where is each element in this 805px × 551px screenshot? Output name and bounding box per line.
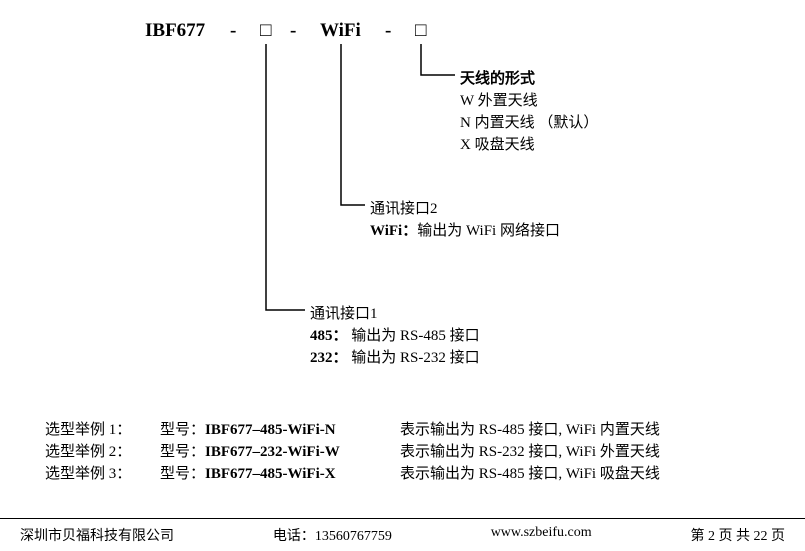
example-1-desc: 表示输出为 RS-485 接口, WiFi 内置天线 xyxy=(400,418,660,439)
example-2-desc: 表示输出为 RS-232 接口, WiFi 外置天线 xyxy=(400,440,660,461)
comm1-l2-desc: 输出为 RS-232 接口 xyxy=(348,350,480,366)
antenna-n: N 内置天线 （默认） xyxy=(460,111,598,132)
comm1-line2: 232： 输出为 RS-232 接口 xyxy=(310,346,480,367)
comm1-l1-desc: 输出为 RS-485 接口 xyxy=(348,328,480,344)
comm1-line1: 485： 输出为 RS-485 接口 xyxy=(310,324,480,345)
example-2-label: 选型举例 2： xyxy=(45,440,131,461)
comm2-heading: 通讯接口2 xyxy=(370,197,438,218)
comm2-label: WiFi： xyxy=(370,223,417,239)
example-2-model-val: IBF677–232-WiFi-W xyxy=(205,444,340,460)
comm1-heading: 通讯接口1 xyxy=(310,302,378,323)
example-1-model-val: IBF677–485-WiFi-N xyxy=(205,422,336,438)
example-3-label: 选型举例 3： xyxy=(45,462,131,483)
footer-phone-number: 13560767759 xyxy=(315,529,392,544)
footer-page: 第 2 页 共 22 页 xyxy=(690,525,785,545)
footer-company: 深圳市贝福科技有限公司 xyxy=(20,525,174,545)
comm1-l1-label: 485： xyxy=(310,328,348,344)
comm1-l2-label: 232： xyxy=(310,350,348,366)
antenna-w: W 外置天线 xyxy=(460,89,538,110)
example-1-model: 型号：IBF677–485-WiFi-N xyxy=(160,418,336,439)
footer-phone: 电话：13560767759 xyxy=(273,525,392,545)
footer: 深圳市贝福科技有限公司 电话：13560767759 www.szbeifu.c… xyxy=(0,518,805,551)
comm2-line: WiFi：输出为 WiFi 网络接口 xyxy=(370,219,560,240)
example-2-model: 型号：IBF677–232-WiFi-W xyxy=(160,440,340,461)
example-1-model-pre: 型号： xyxy=(160,422,205,438)
example-3-model: 型号：IBF677–485-WiFi-X xyxy=(160,462,336,483)
example-3-model-pre: 型号： xyxy=(160,466,205,482)
example-3-desc: 表示输出为 RS-485 接口, WiFi 吸盘天线 xyxy=(400,462,660,483)
footer-phone-label: 电话： xyxy=(273,529,315,544)
example-3-model-val: IBF677–485-WiFi-X xyxy=(205,466,336,482)
comm2-desc: 输出为 WiFi 网络接口 xyxy=(417,223,560,239)
footer-website: www.szbeifu.com xyxy=(491,525,592,545)
example-1-label: 选型举例 1： xyxy=(45,418,131,439)
antenna-heading: 天线的形式 xyxy=(460,67,535,88)
antenna-x: X 吸盘天线 xyxy=(460,133,535,154)
example-2-model-pre: 型号： xyxy=(160,444,205,460)
